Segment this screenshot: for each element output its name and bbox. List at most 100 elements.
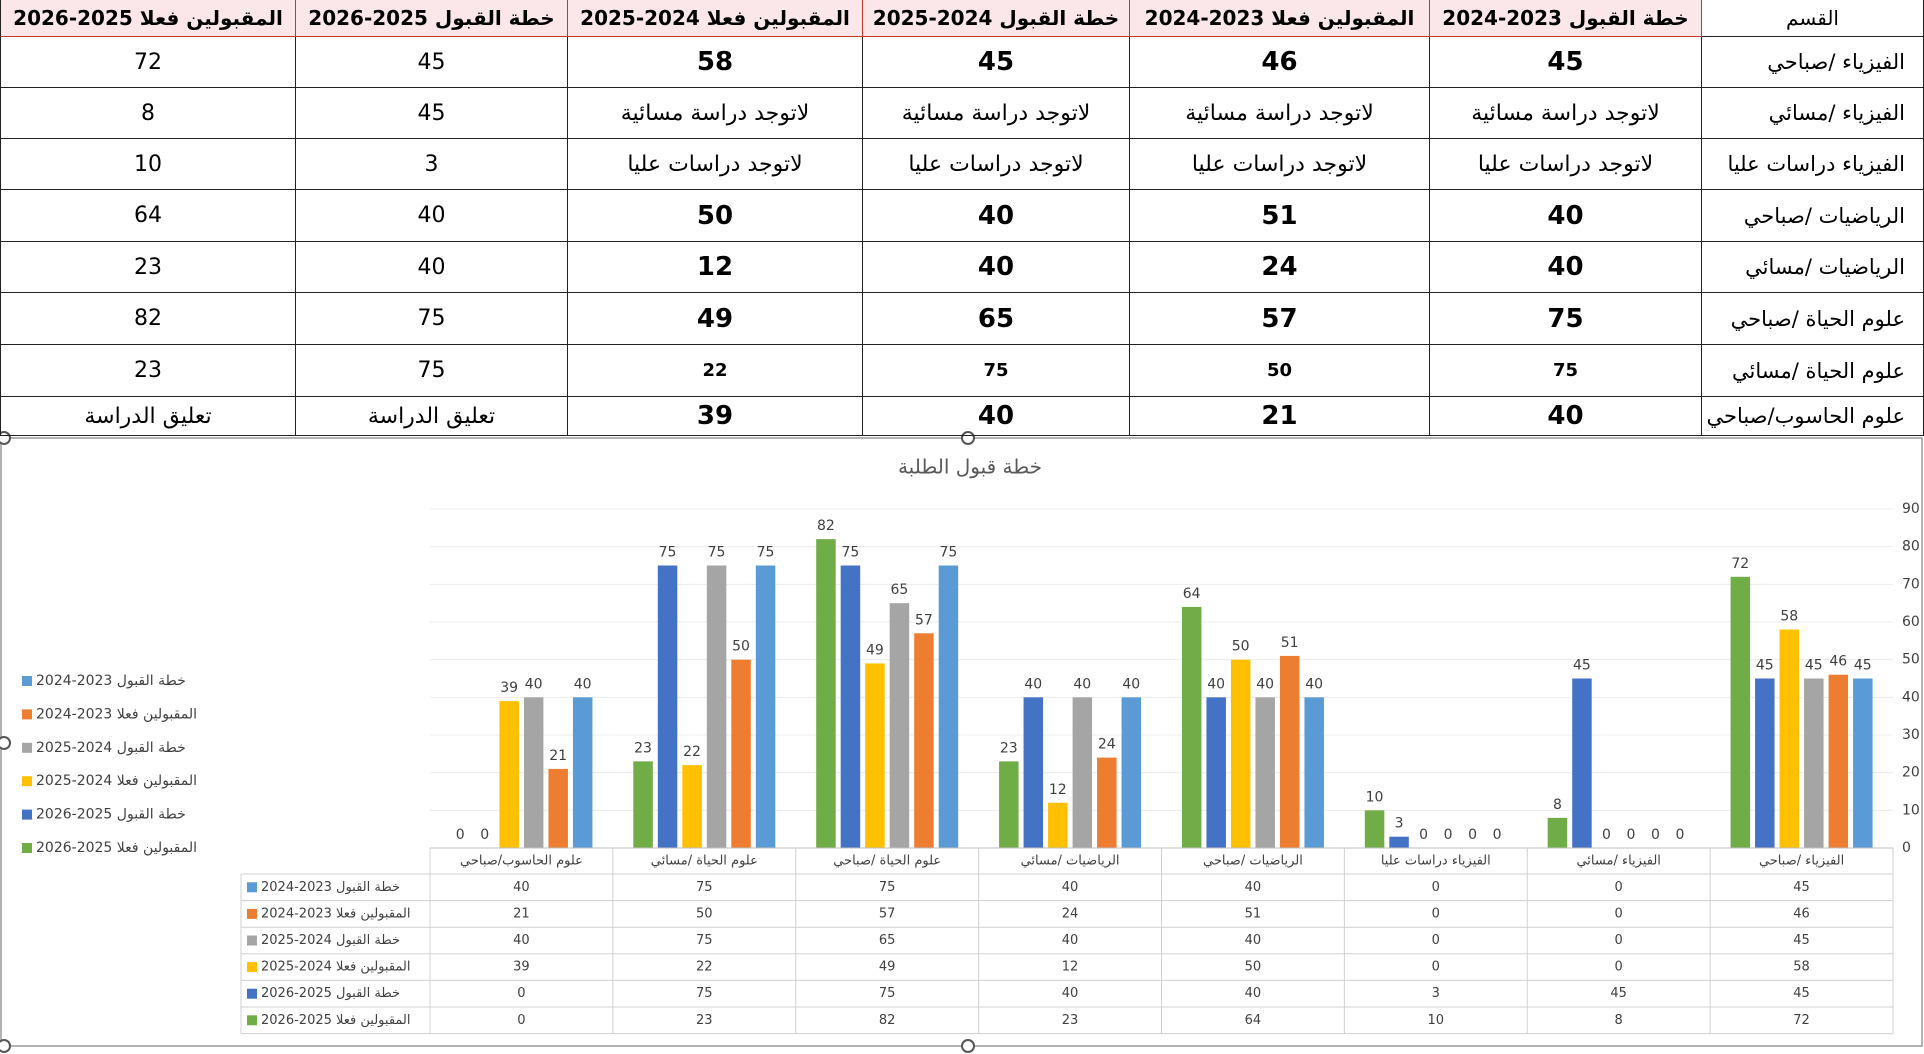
bar (889, 603, 910, 848)
table-cell: 50 (1130, 345, 1430, 397)
bar (1304, 697, 1324, 848)
bar (1023, 697, 1044, 848)
table-cell: 64 (0, 190, 296, 242)
table-cell: 75 (296, 345, 568, 397)
data-label: 46 (1829, 654, 1847, 670)
y-tick-label: 0 (1902, 840, 1911, 856)
data-label: 8 (1553, 797, 1562, 813)
table-cell: لاتوجد دراسة مسائية (568, 88, 863, 139)
data-label: 40 (574, 676, 592, 692)
column-header: المقبولين فعلا 2025-2026 (0, 0, 296, 37)
column-header: المقبولين فعلا 2023-2024 (1130, 0, 1430, 37)
data-label: 49 (866, 642, 884, 658)
data-label: 45 (1854, 658, 1872, 674)
table-cell: 49 (568, 293, 863, 345)
bar (1547, 817, 1568, 848)
table-cell: 40 (296, 242, 568, 293)
data-table-cell: 40 (1245, 986, 1262, 1001)
table-cell: 23 (0, 345, 296, 397)
data-table-cell: 0 (1615, 933, 1623, 948)
bar (1364, 810, 1385, 848)
data-table-cell: 21 (513, 906, 530, 921)
data-label: 40 (1024, 676, 1042, 692)
table-cell: 40 (296, 190, 568, 242)
bar (682, 765, 702, 848)
table-cell: 46 (1130, 37, 1430, 88)
row-header: الرياضيات /صباحي (1702, 190, 1924, 242)
column-header: المقبولين فعلا 2024-2025 (568, 0, 863, 37)
data-label: 75 (659, 545, 677, 561)
data-label: 75 (757, 545, 775, 561)
data-label: 65 (891, 582, 909, 598)
data-table-cell: 0 (1615, 880, 1623, 895)
bar (840, 565, 861, 848)
bar (1853, 678, 1873, 848)
legend-swatch (22, 843, 32, 853)
data-table-cell: 72 (1793, 1013, 1810, 1028)
y-tick-label: 70 (1902, 576, 1920, 592)
table-cell: 40 (863, 397, 1130, 436)
resize-handle[interactable] (0, 736, 11, 750)
data-table-cell: 0 (1615, 960, 1623, 975)
row-header: علوم الحياة /صباحي (1702, 293, 1924, 345)
data-table-cell: 0 (1432, 906, 1440, 921)
table-cell: 3 (296, 139, 568, 190)
y-tick-label: 50 (1902, 652, 1920, 668)
data-table-cell: 75 (696, 933, 713, 948)
data-label: 40 (525, 676, 543, 692)
table-cell: 40 (863, 190, 1130, 242)
column-header: القسم (1702, 0, 1924, 37)
data-table-cell: 10 (1428, 1013, 1445, 1028)
table-cell: 40 (863, 242, 1130, 293)
bar (1181, 606, 1202, 848)
data-table-cell: 40 (513, 880, 530, 895)
y-tick-label: 20 (1902, 765, 1920, 781)
bar (523, 697, 544, 848)
x-tick-label: الرياضيات /صباحي (1203, 854, 1303, 869)
bar (1121, 697, 1142, 848)
data-table-cell: 40 (1245, 880, 1262, 895)
data-label: 50 (1232, 639, 1250, 655)
row-header: الفيزياء دراسات عليا (1702, 139, 1924, 190)
data-label: 0 (1419, 827, 1428, 843)
x-tick-label: علوم الحاسوب/صباحي (460, 854, 583, 869)
data-label: 22 (683, 744, 701, 760)
table-cell: 40 (1430, 190, 1702, 242)
bar (938, 565, 959, 848)
data-table-cell: 3 (1432, 986, 1440, 1001)
data-label: 40 (1122, 676, 1140, 692)
legend-swatch (22, 809, 32, 820)
bar (1206, 697, 1226, 848)
resize-handle[interactable] (961, 1039, 975, 1053)
data-label: 45 (1756, 658, 1774, 674)
data-label: 72 (1731, 556, 1749, 572)
legend-swatch (247, 935, 257, 946)
legend-swatch (247, 882, 257, 893)
data-table-cell: 75 (696, 986, 713, 1001)
table-cell: 22 (568, 345, 863, 397)
table-cell: 50 (568, 190, 863, 242)
data-table-cell: 39 (513, 960, 530, 975)
y-tick-label: 40 (1902, 689, 1920, 705)
table-cell: لاتوجد دراسات عليا (1430, 139, 1702, 190)
bar (499, 701, 519, 848)
table-cell: لاتوجد دراسات عليا (863, 139, 1130, 190)
legend-label: المقبولين فعلا 2024-2025 (36, 773, 197, 789)
table-cell: لاتوجد دراسات عليا (568, 139, 863, 190)
column-header: خطة القبول 2025-2026 (296, 0, 568, 37)
table-cell: 45 (863, 37, 1130, 88)
bar (865, 663, 885, 848)
y-tick-label: 80 (1902, 539, 1920, 555)
data-table-cell: 8 (1615, 1013, 1623, 1028)
y-tick-label: 90 (1902, 501, 1920, 517)
table-cell: 58 (568, 37, 863, 88)
data-table-series-name: المقبولين فعلا 2023-2024 (261, 906, 410, 921)
legend-label: خطة القبول 2025-2026 (36, 807, 186, 823)
data-table-cell: 40 (1062, 880, 1079, 895)
x-tick-label: الرياضيات /مسائي (1021, 854, 1120, 869)
data-label: 0 (456, 827, 465, 843)
data-label: 57 (915, 612, 933, 628)
resize-handle[interactable] (0, 1039, 11, 1053)
data-table-cell: 23 (696, 1013, 713, 1028)
